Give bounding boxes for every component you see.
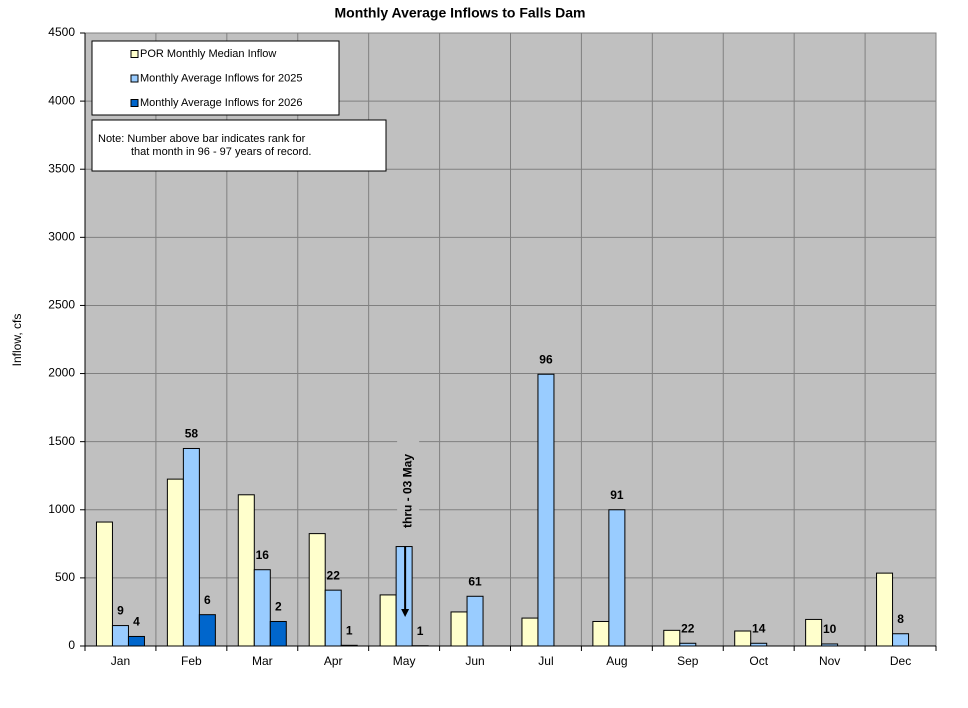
x-tick-label: Mar [252, 654, 273, 668]
y-tick-label: 1500 [48, 434, 75, 448]
bar [380, 595, 396, 646]
bar [183, 448, 199, 646]
bar [593, 621, 609, 646]
legend-swatch [131, 51, 138, 58]
rank-label: 14 [752, 621, 766, 635]
chart-title: Monthly Average Inflows to Falls Dam [334, 5, 585, 21]
bar [751, 643, 767, 646]
rank-label: 96 [539, 352, 553, 366]
legend-swatch [131, 75, 138, 82]
legend-label: Monthly Average Inflows for 2026 [140, 97, 302, 109]
bar [309, 534, 325, 646]
bar [254, 570, 270, 646]
x-tick-label: Sep [677, 654, 699, 668]
bar [325, 590, 341, 646]
bar [128, 636, 144, 646]
rank-label: 58 [185, 427, 199, 441]
y-tick-label: 3500 [48, 161, 75, 175]
bar [609, 510, 625, 646]
bar [806, 619, 822, 646]
x-tick-label: Apr [324, 654, 343, 668]
legend-swatch [131, 100, 138, 107]
bar [167, 479, 183, 646]
y-tick-label: 4000 [48, 93, 75, 107]
note-line: Note: Number above bar indicates rank fo… [98, 133, 306, 145]
legend-label: POR Monthly Median Inflow [140, 48, 276, 60]
bar [538, 374, 554, 646]
rank-label: 1 [417, 624, 424, 638]
rank-label: 8 [897, 612, 904, 626]
rank-label: 16 [256, 548, 270, 562]
x-tick-label: Aug [606, 654, 627, 668]
y-tick-label: 2500 [48, 298, 75, 312]
x-tick-label: Feb [181, 654, 202, 668]
rank-label: 91 [610, 488, 624, 502]
y-tick-label: 0 [68, 638, 75, 652]
x-tick-label: Jul [538, 654, 553, 668]
bar [238, 495, 254, 646]
y-tick-label: 2000 [48, 366, 75, 380]
rank-label: 6 [204, 593, 211, 607]
annotation: thru - 03 May [400, 454, 414, 528]
bar [199, 615, 215, 646]
x-tick-label: Oct [749, 654, 768, 668]
bar [112, 626, 128, 646]
bar [822, 644, 838, 646]
rank-label: 4 [133, 615, 140, 629]
rank-label: 2 [275, 600, 282, 614]
y-tick-label: 500 [55, 570, 75, 584]
x-tick-label: Dec [890, 654, 911, 668]
rank-label: 61 [468, 574, 482, 588]
y-tick-label: 3000 [48, 230, 75, 244]
bar [735, 631, 751, 646]
x-tick-label: Jun [465, 654, 484, 668]
bar [451, 612, 467, 646]
bar [893, 634, 909, 646]
x-tick-label: May [393, 654, 416, 668]
bar [467, 596, 483, 646]
rank-label: 22 [327, 568, 341, 582]
legend-label: Monthly Average Inflows for 2025 [140, 72, 302, 84]
bar [877, 573, 893, 646]
bar [270, 621, 286, 646]
bar [664, 630, 680, 646]
y-tick-label: 1000 [48, 502, 75, 516]
x-tick-label: Jan [111, 654, 130, 668]
rank-label: 10 [823, 622, 837, 636]
rank-label: 9 [117, 604, 124, 618]
note-line: that month in 96 - 97 years of record. [131, 146, 311, 158]
y-axis-label: Inflow, cfs [10, 314, 24, 367]
bar [680, 643, 696, 646]
y-tick-label: 4500 [48, 25, 75, 39]
x-tick-label: Nov [819, 654, 840, 668]
bar [96, 522, 112, 646]
bar [522, 618, 538, 646]
rank-label: 22 [681, 621, 695, 635]
bar [341, 645, 357, 646]
rank-label: 1 [346, 623, 353, 637]
